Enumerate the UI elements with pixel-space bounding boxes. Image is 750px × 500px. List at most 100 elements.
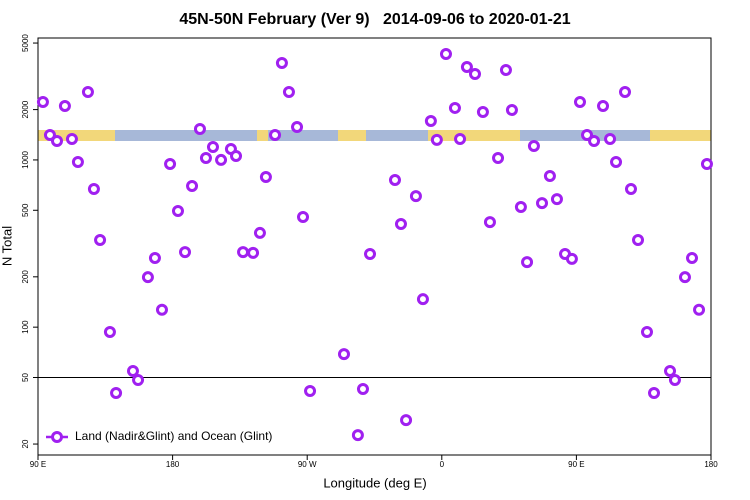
y-tick-label: 5000 [21,34,30,52]
point [94,234,107,247]
point [171,205,184,218]
point [514,201,527,214]
point [103,326,116,339]
point [237,246,250,259]
point [87,183,100,196]
point [81,86,94,99]
x-tick-label: 180 [704,460,718,469]
point [186,180,199,193]
point [581,128,594,141]
y-axis-label: N Total [0,226,14,266]
point [199,152,212,165]
point [297,210,310,223]
point [686,252,699,265]
point [126,364,139,377]
point [668,374,681,387]
point [215,153,228,166]
point [50,134,63,147]
point [505,103,518,116]
point [230,150,243,163]
point [394,217,407,230]
point [543,170,556,183]
point [469,67,482,80]
point [65,133,78,146]
point [337,348,350,361]
point [400,414,413,427]
x-tick-label: 90 W [298,460,317,469]
point [588,134,601,147]
x-tick-label: 90 E [568,460,584,469]
point [439,48,452,61]
point [550,193,563,206]
point [388,173,401,186]
chart-title: 45N-50N February (Ver 9) 2014-09-06 to 2… [179,11,570,28]
legend-label: Land (Nadir&Glint) and Ocean (Glint) [75,429,272,443]
point [193,123,206,136]
point [259,171,272,184]
point [164,158,177,171]
y-tick-label: 1000 [21,150,30,168]
point [521,256,534,269]
point [416,293,429,306]
point [604,133,617,146]
point [36,96,49,109]
point [648,386,661,399]
y-tick-label: 100 [21,320,30,334]
x-tick-label: 180 [166,460,180,469]
point [71,155,84,168]
point [364,247,377,260]
point [492,152,505,165]
point [499,63,512,76]
point [43,128,56,141]
point [304,385,317,398]
x-tick-label: 0 [440,460,445,469]
point [632,234,645,247]
point [640,326,653,339]
point [573,96,586,109]
point [476,105,489,118]
point [155,303,168,316]
point [282,86,295,99]
point [693,303,706,316]
point [409,190,422,203]
point [565,252,578,265]
legend-marker [51,431,63,443]
point [460,60,473,73]
point [58,100,71,113]
point [483,216,496,229]
point [678,271,691,284]
point [430,133,443,146]
x-tick-label: 90 E [30,460,46,469]
y-tick-label: 200 [21,270,30,284]
y-tick-label: 500 [21,203,30,217]
point [619,86,632,99]
point [597,100,610,113]
point [624,183,637,196]
point [291,121,304,134]
point [148,252,161,265]
point [454,133,467,146]
point [206,140,219,153]
y-tick-label: 20 [21,439,30,448]
x-axis-label: Longitude (deg E) [323,475,426,490]
point [269,128,282,141]
point [141,271,154,284]
y-tick-label: 2000 [21,100,30,118]
point [424,114,437,127]
point [253,226,266,239]
point [356,382,369,395]
plot-frame [37,37,712,456]
y-tick-label: 50 [21,373,30,382]
point [448,101,461,114]
point [110,386,123,399]
point [610,155,623,168]
point [351,429,364,442]
point [247,246,260,259]
point [179,246,192,259]
point [527,140,540,153]
point [536,197,549,210]
point [275,56,288,69]
point [664,364,677,377]
point [132,374,145,387]
